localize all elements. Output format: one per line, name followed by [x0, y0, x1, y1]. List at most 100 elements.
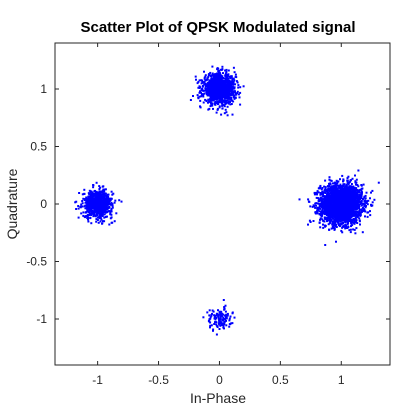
- data-point: [341, 184, 344, 187]
- data-point: [213, 316, 216, 319]
- data-point: [231, 92, 234, 95]
- data-point: [333, 205, 336, 208]
- data-point: [351, 186, 354, 189]
- data-point: [115, 212, 118, 215]
- data-point: [103, 220, 106, 223]
- data-point: [106, 197, 109, 200]
- data-point: [103, 189, 105, 192]
- data-point: [212, 107, 214, 110]
- data-point: [313, 193, 316, 196]
- data-point: [215, 79, 218, 82]
- data-point: [343, 187, 346, 189]
- data-point: [346, 223, 349, 226]
- data-point: [339, 214, 342, 217]
- data-point: [96, 212, 98, 215]
- data-point: [359, 223, 361, 226]
- data-point: [232, 66, 235, 69]
- data-point: [207, 90, 210, 93]
- data-point: [93, 211, 96, 214]
- data-point: [114, 199, 117, 202]
- data-point: [321, 207, 324, 210]
- data-point: [225, 319, 227, 322]
- data-point: [337, 211, 340, 214]
- data-point: [335, 185, 338, 188]
- data-point: [217, 309, 219, 312]
- data-point: [360, 192, 363, 195]
- data-point: [217, 86, 220, 89]
- data-point: [338, 186, 341, 189]
- data-point: [355, 199, 358, 202]
- data-point: [100, 212, 103, 215]
- data-point: [346, 204, 349, 207]
- data-point: [203, 77, 206, 80]
- data-point: [209, 74, 212, 77]
- data-point: [364, 206, 367, 209]
- data-point: [228, 319, 231, 322]
- data-point: [337, 194, 340, 197]
- data-point: [340, 192, 343, 195]
- data-point: [321, 198, 324, 201]
- data-point: [341, 210, 344, 213]
- data-point: [211, 81, 213, 84]
- data-point: [355, 219, 357, 222]
- data-point: [200, 89, 203, 92]
- data-point: [231, 322, 234, 325]
- data-point: [222, 80, 225, 83]
- data-point: [365, 200, 368, 203]
- data-point: [334, 184, 337, 187]
- data-point: [316, 212, 319, 215]
- data-point: [327, 207, 330, 210]
- data-point: [337, 221, 339, 224]
- data-point: [224, 69, 227, 72]
- data-point: [208, 79, 211, 82]
- data-point: [316, 206, 319, 209]
- data-point: [347, 191, 350, 194]
- data-point: [317, 202, 320, 205]
- data-point: [324, 212, 327, 215]
- data-point: [225, 79, 228, 82]
- data-point: [330, 189, 333, 192]
- data-point: [97, 210, 100, 213]
- data-point: [319, 198, 322, 201]
- data-point: [97, 221, 100, 224]
- data-point: [225, 313, 228, 316]
- data-point: [323, 198, 326, 201]
- data-point: [90, 206, 93, 209]
- data-point: [108, 210, 111, 213]
- data-point: [227, 80, 229, 83]
- data-point: [221, 65, 224, 68]
- data-point: [97, 206, 100, 209]
- data-point: [210, 102, 213, 105]
- data-point: [214, 321, 216, 324]
- data-point: [198, 95, 201, 98]
- data-point: [87, 211, 90, 213]
- data-point: [327, 201, 330, 204]
- data-point: [349, 188, 352, 191]
- data-point: [212, 328, 215, 331]
- data-point: [96, 219, 99, 221]
- data-point: [361, 231, 364, 234]
- data-point: [321, 193, 323, 196]
- data-point: [352, 190, 355, 192]
- data-point: [345, 208, 348, 211]
- data-point: [360, 197, 362, 200]
- data-point: [204, 98, 207, 101]
- data-point: [298, 198, 301, 201]
- data-point: [231, 79, 234, 82]
- data-point: [337, 189, 340, 192]
- data-point: [233, 79, 236, 82]
- data-point: [218, 92, 221, 95]
- data-point: [219, 81, 222, 84]
- data-point: [348, 197, 350, 200]
- data-point: [223, 307, 226, 310]
- data-point: [324, 244, 327, 246]
- data-point: [335, 240, 337, 243]
- data-point: [214, 74, 217, 77]
- data-point: [98, 208, 101, 211]
- data-point: [322, 226, 325, 229]
- data-point: [205, 89, 208, 92]
- data-point: [319, 192, 322, 194]
- data-point: [231, 87, 234, 90]
- x-tick-label: 0: [216, 373, 223, 387]
- data-point: [328, 185, 331, 188]
